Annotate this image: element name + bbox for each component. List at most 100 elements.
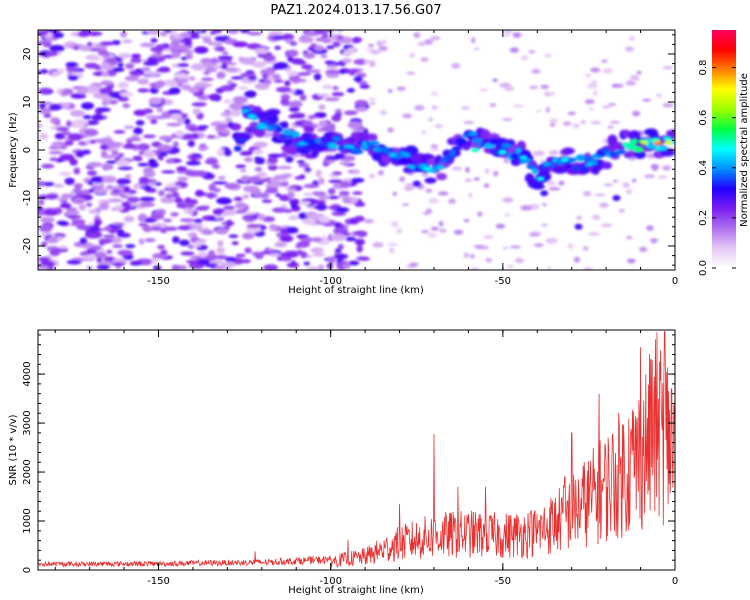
spectrogram-cell [412,180,421,187]
spectrogram-cell [601,59,608,63]
spectrogram-cell [545,106,550,113]
spectrogram-cell [121,143,137,149]
spectrogram-cell [150,119,158,125]
spectrogram-cell [430,144,438,148]
spectrogram-cell [284,80,291,87]
spectrogram-cell [239,151,253,156]
spectrogram-cell [193,218,203,224]
spectrogram-cell [543,53,552,58]
spectrogram-cell [135,120,145,126]
snr-series-line [38,331,675,569]
spectrogram-cell [52,232,66,239]
spectrogram-cell [247,114,256,119]
spectrogram-cell [144,238,156,243]
spectrogram-cell [328,179,343,184]
spectrogram-cell [79,237,88,245]
spectrogram-cell [513,104,524,108]
spectrogram-cell [223,99,232,104]
spectrogram-cell [599,202,609,208]
spectrogram-cell [215,254,228,260]
spectrogram-cell [573,256,581,263]
spectrogram-cell [53,183,64,188]
spectrogram-cell [531,183,545,190]
spectrogram-cell [202,38,213,44]
spectrogram-cell [581,166,589,173]
spectrogram-cell [560,157,569,162]
spectrogram-cell [268,31,284,36]
spectrogram-cell [503,213,511,217]
y-tick-label: -10 [22,190,33,206]
spectrogram-cell [206,135,216,139]
spectrogram-cell [150,226,162,231]
spectrogram-cell [354,201,366,207]
spectrogram-cell [288,107,300,112]
spectrogram-cell [85,202,93,207]
x-tick-label: -150 [147,576,170,587]
spectrogram-cell [395,228,403,234]
spectrogram-cell [304,167,311,173]
x-tick-label: 0 [672,276,678,287]
spectrogram-cell [220,261,237,268]
spectrogram-cell [99,64,115,71]
spectrogram-cell [368,140,380,146]
spectrogram-cell [272,73,281,80]
spectrogram-cell [423,39,434,45]
spectrogram-cell [164,79,179,87]
spectrogram-cell [280,121,289,129]
spectrogram-cell [275,86,292,93]
spectrogram-cell [48,151,64,155]
spectrogram-cell [548,150,559,156]
spectrogram-cell [208,93,221,102]
spectrogram-cell [227,121,234,129]
spectrogram-cell [448,198,456,205]
spectrogram-cell [590,120,602,125]
spectrogram-cell [502,30,514,34]
spectrogram-cell [138,201,155,208]
spectrogram-cell [285,156,294,163]
spectrogram-cell [526,164,536,169]
spectrogram-cell [464,178,472,182]
spectrogram-cell [392,191,397,196]
spectrogram-cell [430,36,441,41]
spectrogram-cell [258,79,266,83]
spectrogram-cell [99,87,114,95]
spectrogram-cell [247,31,263,36]
spectrogram-cell [655,93,663,98]
spectrogram-cell [38,206,44,212]
spectrogram-cell [520,55,529,61]
spectrogram-cell [249,176,262,183]
spectrogram-cell [197,125,209,129]
spectrogram-cell [267,164,278,171]
spectrogram-cell [184,39,193,47]
spectrogram-cell [626,235,633,240]
spectrogram-cell [509,47,520,53]
spectrogram-cell [103,234,116,238]
spectrogram-cell [118,53,132,59]
spectrogram-cell [117,153,125,158]
spectrogram-cell [424,177,437,184]
spectrogram-cell [152,265,162,270]
spectrogram-cell [420,57,429,62]
spectrogram-cell [351,37,362,44]
spectrogram-cell [84,128,99,137]
spectrogram-cell [65,62,79,68]
spectrogram-cell [471,137,483,143]
spectrogram-cell [204,159,219,165]
spectrogram-cell [261,199,273,203]
spectrogram-cell [209,260,224,264]
spectrogram-cell [515,147,523,154]
spectrogram-cell [45,193,59,200]
x-tick-label: -100 [319,576,342,587]
spectrogram-cell [65,210,80,216]
spectrogram-cell [640,140,648,145]
spectrogram-cell [532,150,545,157]
spectrogram-cell [49,248,61,257]
spectrogram-cell [109,227,119,233]
spectrogram-cell [296,240,311,248]
spectrogram-cell [343,110,358,116]
spectrogram-cell [650,164,660,170]
spectrogram-cell [76,87,88,95]
spectrogram-cell [507,84,512,90]
spectrogram-cell [216,46,226,52]
spectrogram-cell [208,250,216,258]
